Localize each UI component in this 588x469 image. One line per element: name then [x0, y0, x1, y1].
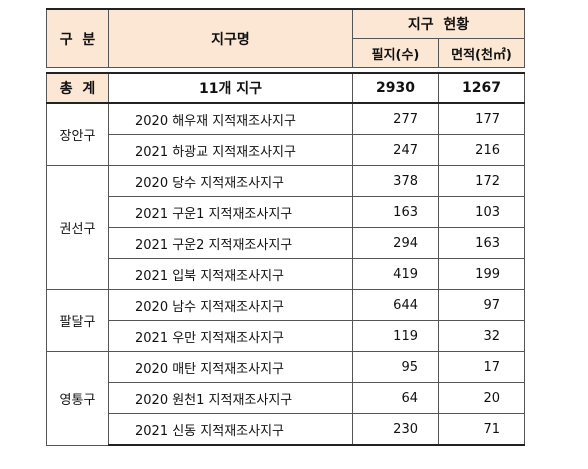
area-cell: 71: [438, 413, 525, 446]
table-row: 2020 원천1 지적재조사지구 64 20: [47, 382, 525, 414]
area-cell: 20: [438, 382, 525, 414]
parcels-cell: 64: [352, 382, 439, 414]
district-name-cell: 2021 구운1 지적재조사지구: [108, 196, 353, 228]
district-name-cell: 2020 당수 지적재조사지구: [108, 165, 353, 197]
table-row: 권선구 2020 당수 지적재조사지구 378 172: [46, 165, 525, 290]
area-cell: 103: [438, 196, 525, 228]
district-label: 권선구: [46, 165, 109, 290]
parcels-cell: 230: [352, 413, 439, 446]
area-cell: 32: [438, 320, 525, 352]
parcels-cell: 163: [352, 196, 439, 228]
district-name-cell: 2020 남수 지적재조사지구: [108, 289, 353, 321]
total-parcels: 2930: [352, 72, 439, 104]
table-row: 2021 구운1 지적재조사지구 163 103: [47, 196, 525, 228]
total-area: 1267: [438, 72, 525, 104]
area-cell: 199: [438, 258, 525, 290]
parcels-cell: 277: [352, 102, 439, 135]
parcels-cell: 247: [352, 134, 439, 166]
district-name-cell: 2021 우만 지적재조사지구: [108, 320, 353, 352]
district-status-table: 구 분 지구명 지구 현황 필지(수) 면적(천㎡) 총 계 11개 지구 29…: [46, 8, 525, 446]
parcels-cell: 419: [352, 258, 439, 290]
total-name: 11개 지구: [108, 72, 353, 104]
parcels-cell: 644: [352, 289, 439, 321]
table-row: 2021 하광교 지적재조사지구 247 216: [47, 134, 525, 166]
parcels-cell: 95: [352, 351, 439, 383]
district-name-cell: 2021 구운2 지적재조사지구: [108, 227, 353, 259]
district-name-cell: 2020 매탄 지적재조사지구: [108, 351, 353, 383]
district-label: 팔달구: [46, 289, 109, 352]
table-row: 팔달구 2020 남수 지적재조사지구 644 97: [46, 289, 525, 352]
parcels-cell: 119: [352, 320, 439, 352]
table-row: 2021 우만 지적재조사지구 119 32: [47, 320, 525, 352]
total-label: 총 계: [46, 72, 109, 104]
area-cell: 216: [438, 134, 525, 166]
district-name-cell: 2020 원천1 지적재조사지구: [108, 382, 353, 414]
district-name-cell: 2021 하광교 지적재조사지구: [108, 134, 353, 166]
area-cell: 172: [438, 165, 525, 197]
total-row: 총 계 11개 지구 2930 1267: [46, 72, 525, 104]
district-name-cell: 2021 입북 지적재조사지구: [108, 258, 353, 290]
table-row: 2021 입북 지적재조사지구 419 199: [47, 258, 525, 290]
area-cell: 163: [438, 227, 525, 259]
area-cell: 177: [438, 102, 525, 135]
table-row: 2021 신동 지적재조사지구 230 71: [47, 413, 525, 446]
district-label: 영통구: [46, 351, 109, 446]
district-name-cell: 2021 신동 지적재조사지구: [108, 413, 353, 446]
header-area: 면적(천㎡): [438, 38, 525, 68]
header-row-2: 필지(수) 면적(천㎡): [47, 38, 525, 68]
district-label: 장안구: [46, 102, 109, 166]
table-row: 장안구 2020 해우재 지적재조사지구 277 177: [46, 102, 525, 166]
header-row-1: 구 분 지구명 지구 현황: [46, 8, 525, 68]
area-cell: 97: [438, 289, 525, 321]
table-row: 2021 구운2 지적재조사지구 294 163: [47, 227, 525, 259]
parcels-cell: 294: [352, 227, 439, 259]
header-parcels: 필지(수): [352, 38, 439, 68]
parcels-cell: 378: [352, 165, 439, 197]
table-row: 영통구 2020 매탄 지적재조사지구 95 17: [46, 351, 525, 446]
header-category: 구 분: [46, 8, 109, 68]
table-body: 장안구 2020 해우재 지적재조사지구 277 177 2021 하광교 지적재조사지…: [46, 102, 525, 446]
header-district-name: 지구명: [108, 8, 353, 68]
header-status: 지구 현황: [352, 8, 525, 39]
area-cell: 17: [438, 351, 525, 383]
district-name-cell: 2020 해우재 지적재조사지구: [108, 102, 353, 135]
